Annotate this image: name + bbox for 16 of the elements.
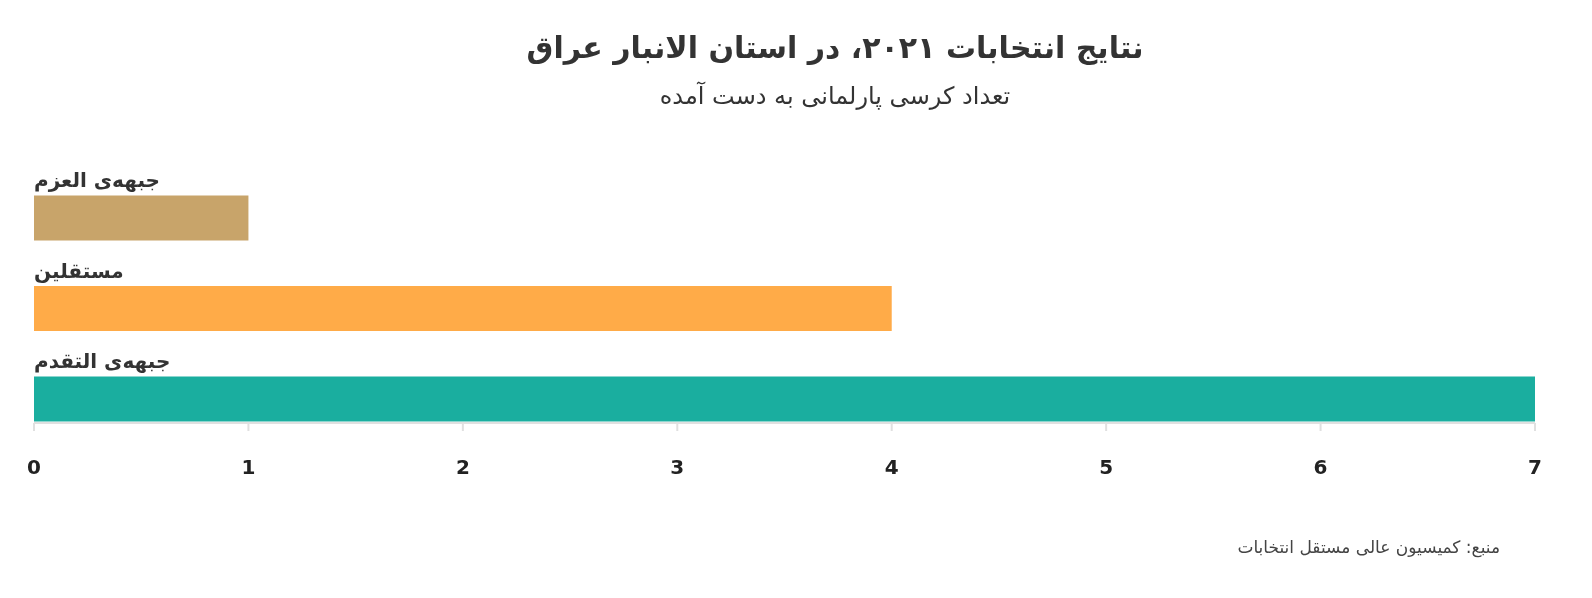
x-tick-label: 7 bbox=[1528, 455, 1542, 479]
y-tick-label: جبهه‌ی العزم bbox=[34, 168, 160, 192]
x-tick-label: 6 bbox=[1313, 455, 1328, 479]
bar bbox=[34, 286, 892, 331]
x-tick-label: 5 bbox=[1099, 455, 1114, 479]
y-tick-label: مستقلین bbox=[34, 258, 124, 283]
x-tick-label: 2 bbox=[455, 455, 470, 479]
y-tick-label: جبهه‌ی التقدم bbox=[34, 349, 171, 373]
x-tick-label: 3 bbox=[670, 455, 685, 479]
x-tick-label: 1 bbox=[241, 455, 256, 479]
x-tick-label: 4 bbox=[884, 455, 899, 479]
chart-subtitle: تعداد کرسی پارلمانی به دست آمده bbox=[659, 81, 1011, 110]
text: منبع: کمیسیون عالی مستقل انتخابات bbox=[1237, 537, 1500, 558]
bar bbox=[34, 195, 249, 241]
x-tick-label: 0 bbox=[27, 455, 41, 479]
chart-title: نتایج انتخابات ۲۰۲۱، در استان الانبار عراق bbox=[526, 30, 1144, 65]
